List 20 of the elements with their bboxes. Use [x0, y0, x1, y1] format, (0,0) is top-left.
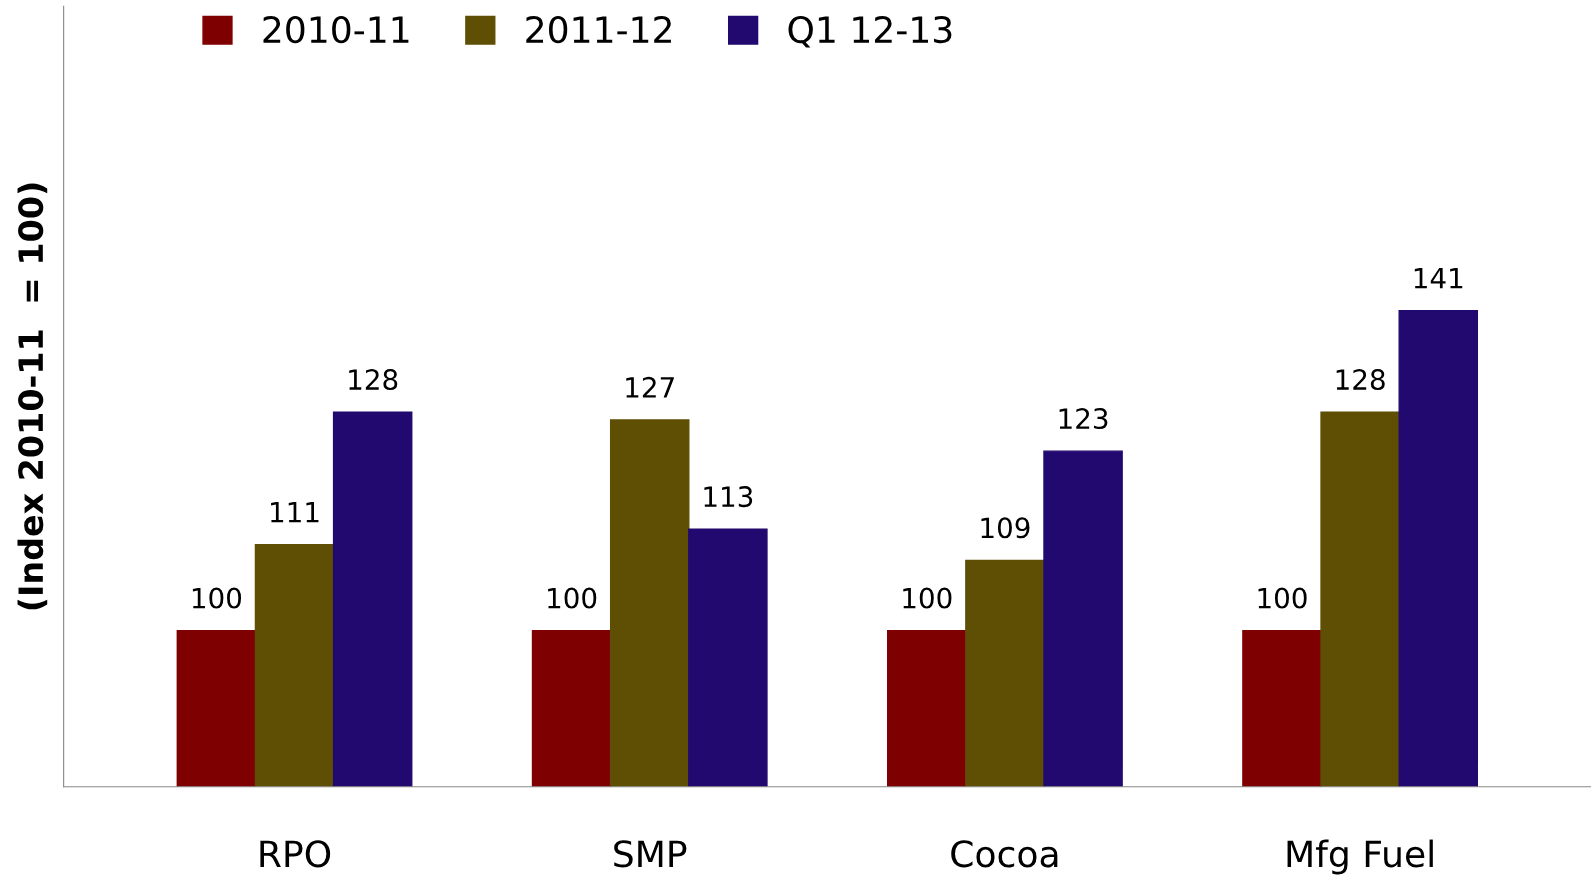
legend-label: Q1 12-13 — [788, 15, 952, 48]
data-label: 100 — [1258, 587, 1307, 609]
data-label: 128 — [349, 369, 398, 391]
y-axis-title: (Index 2010-11 = 100) — [17, 183, 48, 610]
data-label: 100 — [903, 587, 952, 609]
data-label: 111 — [271, 502, 319, 523]
legend-label: 2011-12 — [526, 15, 671, 44]
x-tick-label: Cocoa — [951, 840, 1058, 868]
x-tick-label: SMP — [614, 840, 687, 868]
x-tick-label: Mfg Fuel — [1287, 839, 1433, 875]
data-label: 100 — [192, 587, 242, 609]
data-label: 109 — [981, 517, 1030, 539]
data-label: 128 — [1336, 369, 1385, 391]
data-label: 127 — [626, 376, 674, 398]
data-label: 141 — [1414, 267, 1463, 289]
legend-label: 2010-11 — [263, 15, 409, 44]
data-label: 123 — [1059, 408, 1108, 430]
x-tick-label: RPO — [260, 840, 331, 868]
data-label: 113 — [704, 486, 753, 508]
data-label: 100 — [548, 587, 597, 609]
